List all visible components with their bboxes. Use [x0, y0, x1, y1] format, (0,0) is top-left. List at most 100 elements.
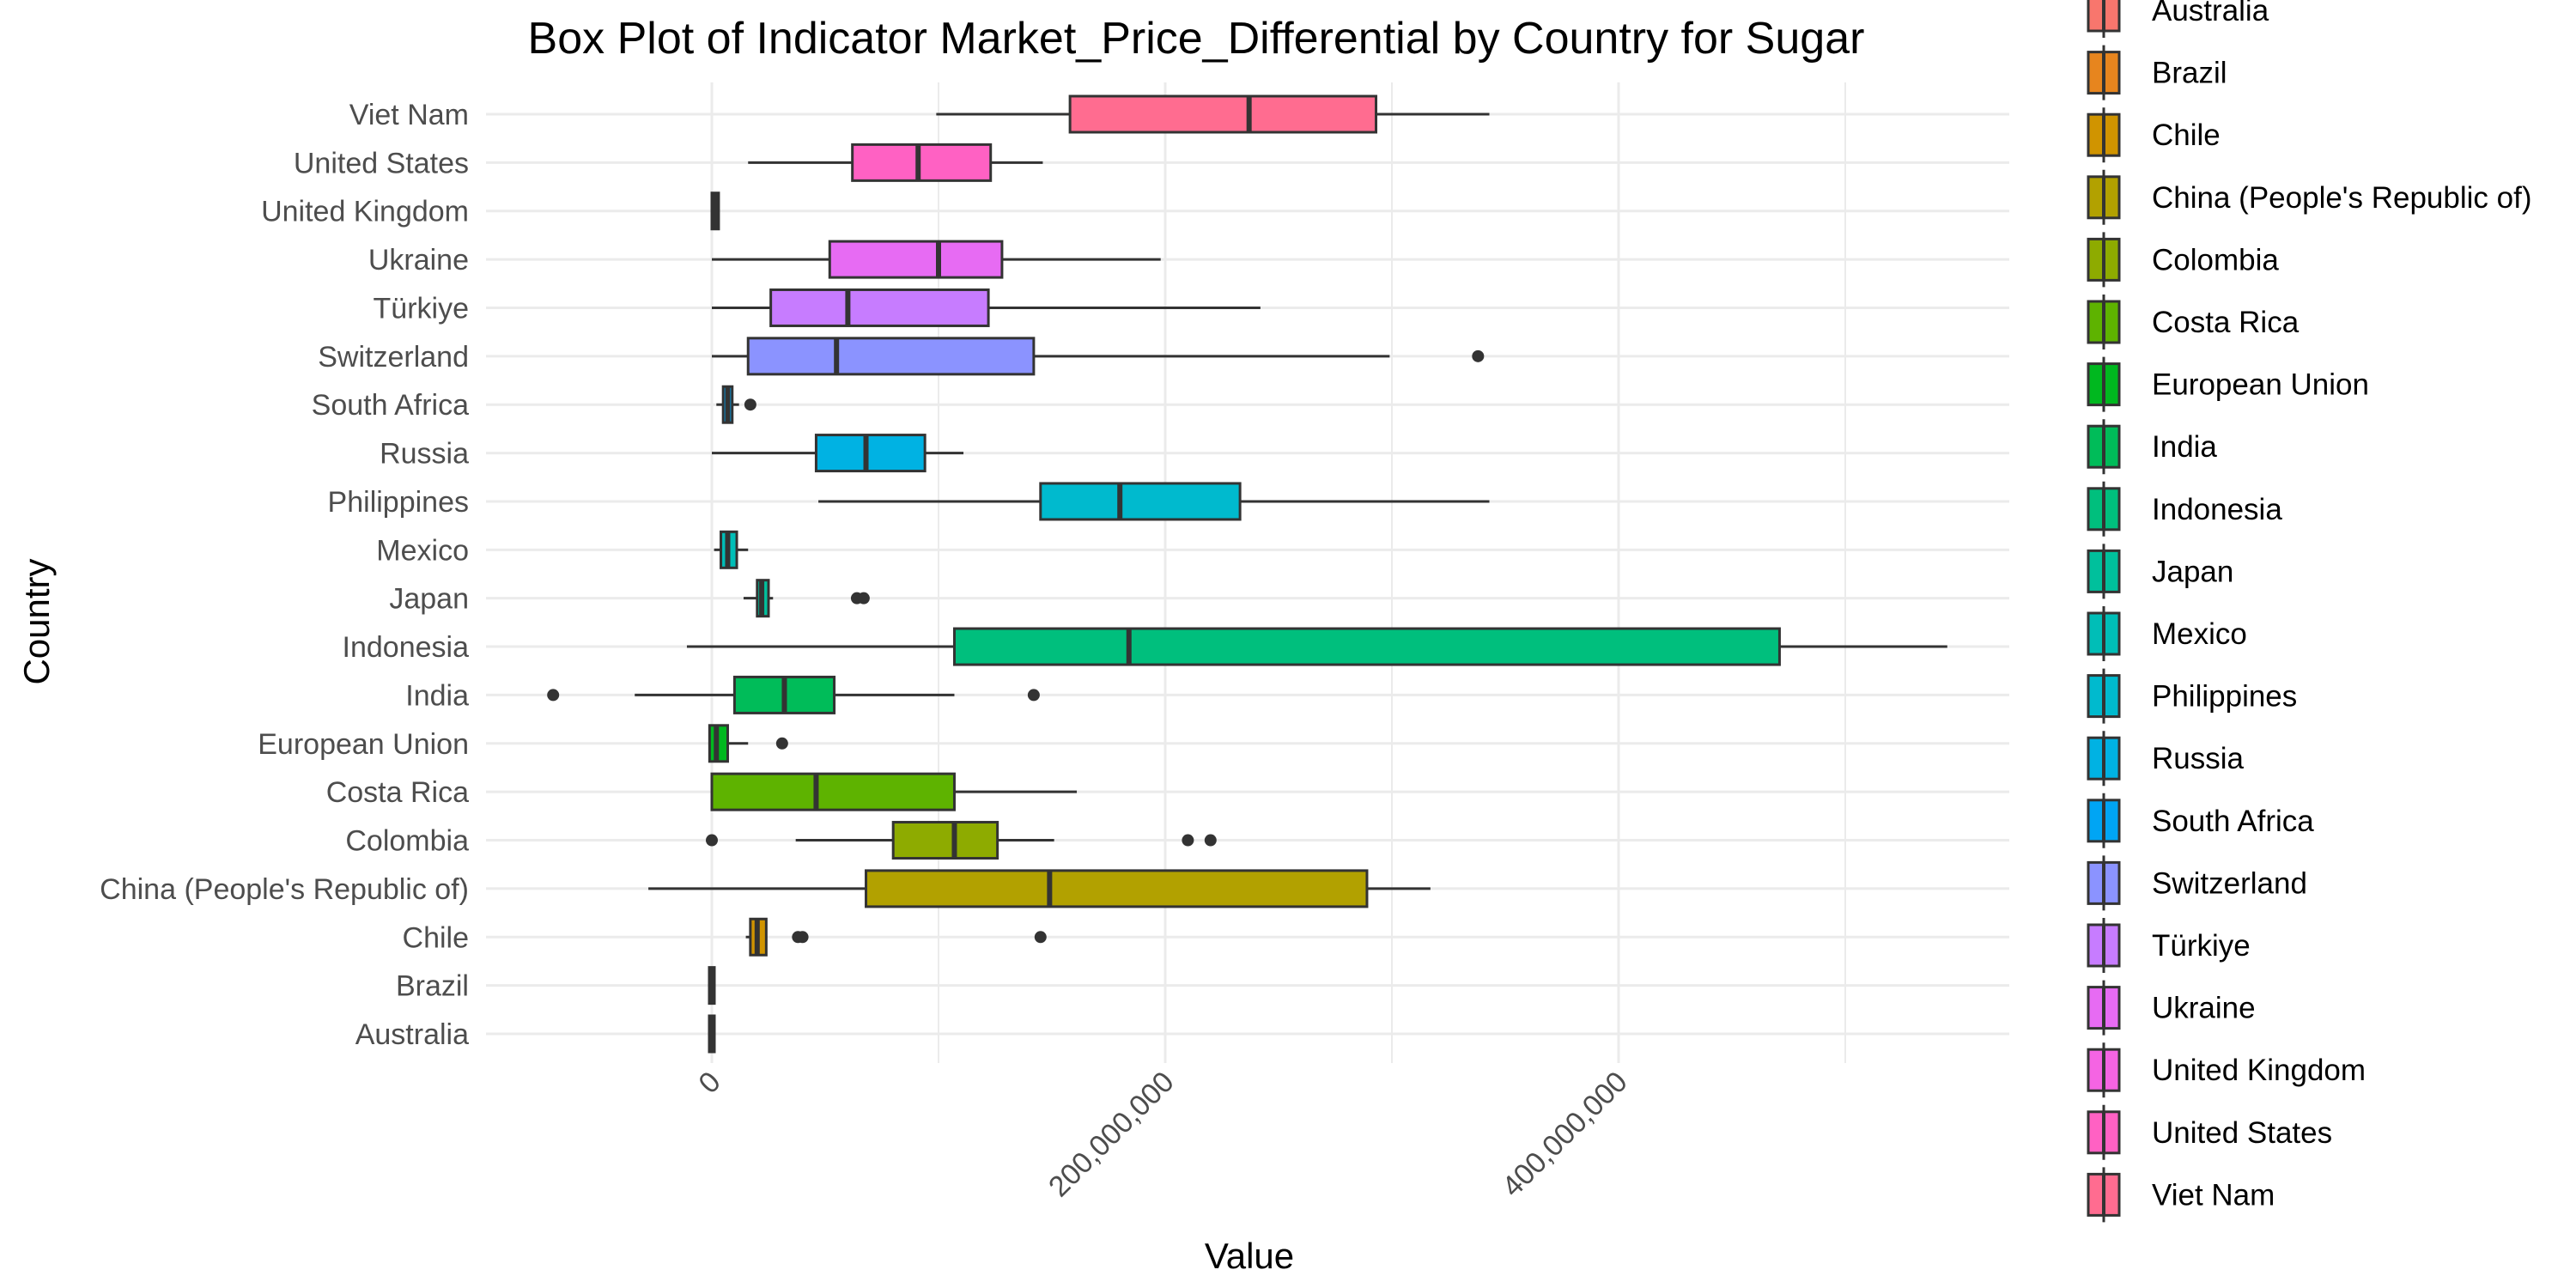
- box-brazil: [708, 966, 716, 1005]
- legend-item: Colombia: [2087, 232, 2279, 288]
- legend-item: Ukraine: [2087, 980, 2256, 1036]
- legend-label: Chile: [2152, 118, 2221, 152]
- legend-item: Brazil: [2087, 45, 2227, 100]
- legend-label: Colombia: [2152, 243, 2279, 276]
- legend-label: Brazil: [2152, 57, 2227, 90]
- box-colombia: [706, 821, 1217, 860]
- box-chile: [745, 917, 1047, 957]
- box-japan: [743, 579, 870, 618]
- legend-label: Indonesia: [2152, 493, 2282, 526]
- outlier-point: [1027, 689, 1040, 702]
- legend-label: Australia: [2152, 0, 2269, 27]
- legend-item: European Union: [2087, 356, 2369, 412]
- legend-label: Russia: [2152, 742, 2245, 775]
- legend-label: South Africa: [2152, 805, 2314, 838]
- outlier-point: [857, 592, 870, 605]
- box-switzerland: [712, 337, 1485, 376]
- y-axis-title: Country: [16, 558, 57, 684]
- y-tick-label: Indonesia: [343, 631, 470, 664]
- box-iqr: [952, 627, 1781, 666]
- legend-label: Philippines: [2152, 680, 2297, 714]
- y-tick-label: Russia: [380, 438, 469, 471]
- outlier-point: [1204, 834, 1217, 847]
- y-tick-label: China (People's Republic of): [100, 873, 469, 906]
- box-costa-rica: [710, 772, 1078, 811]
- legend-item: Viet Nam: [2087, 1167, 2275, 1223]
- legend-label: United States: [2152, 1116, 2332, 1150]
- box-united-states: [748, 143, 1043, 182]
- box-iqr: [769, 288, 990, 327]
- y-tick-label: Brazil: [396, 970, 469, 1003]
- y-tick-label: Mexico: [376, 534, 469, 567]
- legend-item: Chile: [2087, 107, 2221, 163]
- legend-item: Türkiye: [2087, 918, 2251, 973]
- box-russia: [712, 434, 964, 473]
- legend-item: China (People's Republic of): [2087, 169, 2531, 225]
- y-tick-label: Philippines: [328, 486, 469, 519]
- y-tick-label: Ukraine: [368, 244, 469, 276]
- box-iqr: [814, 434, 927, 473]
- box-united-kingdom: [710, 191, 720, 231]
- box-china-people-s-republic-of-: [648, 869, 1431, 908]
- outlier-point: [1182, 834, 1194, 847]
- x-tick-label: 0: [692, 1066, 726, 1100]
- legend-item: United Kingdom: [2087, 1042, 2366, 1098]
- y-tick-label: United Kingdom: [261, 196, 469, 228]
- y-tick-label: South Africa: [312, 389, 469, 422]
- legend-label: Mexico: [2152, 617, 2247, 651]
- chart-title: Box Plot of Indicator Market_Price_Diffe…: [528, 14, 1865, 64]
- y-tick-label: Türkiye: [374, 292, 469, 325]
- outlier-point: [796, 931, 809, 944]
- legend-label: Türkiye: [2152, 929, 2251, 963]
- legend-label: China (People's Republic of): [2152, 181, 2531, 215]
- box-iqr: [851, 143, 993, 182]
- box-iqr: [1039, 482, 1242, 521]
- legend-item: Costa Rica: [2087, 295, 2300, 349]
- box-iqr: [891, 821, 999, 860]
- y-tick-label: Japan: [389, 583, 469, 616]
- box-india: [547, 675, 1040, 714]
- legend-item: Switzerland: [2087, 855, 2307, 911]
- box-philippines: [818, 482, 1490, 521]
- y-tick-label: Switzerland: [318, 341, 469, 374]
- box-south-africa: [716, 385, 756, 424]
- y-tick-label: Colombia: [345, 825, 469, 858]
- box-australia: [708, 1014, 716, 1054]
- legend-item: Mexico: [2087, 606, 2247, 661]
- box-mexico: [714, 530, 749, 569]
- x-axis-ticks: 0 200,000,000 400,000,000: [692, 1066, 1633, 1204]
- legend-item: Indonesia: [2087, 481, 2282, 537]
- outlier-point: [706, 834, 718, 847]
- legend-label: United Kingdom: [2152, 1054, 2366, 1087]
- legend-item: Russia: [2087, 731, 2245, 787]
- y-tick-label: Australia: [355, 1018, 469, 1051]
- outlier-point: [547, 689, 560, 702]
- legend-label: European Union: [2152, 368, 2369, 402]
- legend-item: Japan: [2087, 544, 2233, 599]
- y-tick-label: United States: [294, 147, 469, 179]
- x-axis-title: Value: [1205, 1236, 1294, 1276]
- y-tick-label: Viet Nam: [349, 99, 469, 131]
- box-t-rkiye: [712, 288, 1261, 327]
- y-tick-label: European Union: [258, 728, 469, 761]
- outlier-point: [1472, 349, 1485, 362]
- x-tick-label: 200,000,000: [1042, 1066, 1181, 1204]
- box-european-union: [708, 724, 788, 763]
- y-tick-label: Costa Rica: [326, 776, 469, 809]
- legend-label: Japan: [2152, 555, 2233, 588]
- box-indonesia: [686, 627, 1947, 666]
- legend-item: Australia: [2087, 0, 2269, 38]
- legend: Australia Brazil Chile China (People's Repu…: [2087, 0, 2531, 1223]
- box-iqr: [865, 869, 1369, 908]
- legend-item: Philippines: [2087, 668, 2297, 724]
- legend-label: Costa Rica: [2152, 306, 2300, 339]
- y-axis-ticks: Australia Brazil Chile China (People's Repu…: [100, 99, 469, 1051]
- legend-label: Ukraine: [2152, 992, 2256, 1025]
- box-iqr: [1068, 94, 1378, 134]
- box-iqr: [710, 772, 956, 811]
- y-tick-label: India: [405, 679, 469, 712]
- legend-label: Switzerland: [2152, 866, 2307, 900]
- y-tick-label: Chile: [403, 921, 469, 954]
- legend-item: India: [2087, 419, 2217, 475]
